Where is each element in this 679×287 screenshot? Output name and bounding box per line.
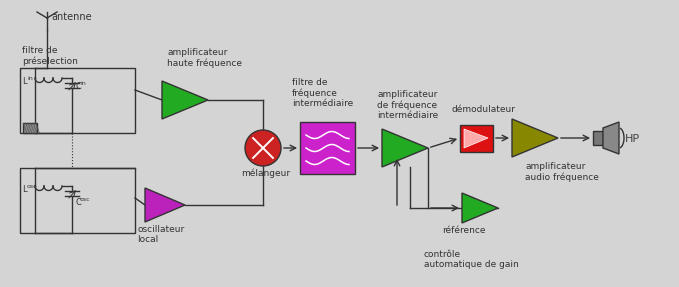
Circle shape: [245, 130, 281, 166]
Text: contrôle
automatique de gain: contrôle automatique de gain: [424, 250, 519, 269]
Text: amplificateur
haute fréquence: amplificateur haute fréquence: [167, 48, 242, 68]
Text: in: in: [80, 81, 86, 86]
Text: oscillateur
local: oscillateur local: [137, 225, 184, 245]
Bar: [23, 123, 37, 133]
Text: osc: osc: [80, 197, 90, 202]
Bar: [300, 122, 355, 174]
Text: filtre de
fréquence
intermédiaire: filtre de fréquence intermédiaire: [292, 78, 353, 108]
Polygon shape: [603, 122, 619, 154]
Text: démodulateur: démodulateur: [452, 105, 516, 114]
Text: osc: osc: [27, 184, 37, 189]
Bar: [20, 68, 135, 133]
Text: filtre de
préselection: filtre de préselection: [22, 46, 78, 66]
Polygon shape: [462, 193, 498, 223]
Polygon shape: [512, 119, 558, 157]
Bar: [593, 131, 603, 145]
Text: mélangeur: mélangeur: [241, 168, 290, 177]
Text: antenne: antenne: [51, 12, 92, 22]
Text: amplificateur
audio fréquence: amplificateur audio fréquence: [525, 162, 599, 182]
Text: C: C: [75, 198, 81, 207]
Polygon shape: [145, 188, 185, 222]
Polygon shape: [162, 81, 208, 119]
Text: amplificateur
de fréquence
intermédiaire: amplificateur de fréquence intermédiaire: [377, 90, 438, 121]
Text: référence: référence: [442, 226, 485, 235]
Bar: [20, 168, 135, 233]
Bar: [460, 125, 493, 152]
Polygon shape: [382, 129, 428, 167]
Text: L: L: [22, 77, 26, 86]
Text: L: L: [22, 185, 26, 194]
Text: C: C: [75, 82, 81, 91]
Text: HP: HP: [625, 134, 640, 144]
Text: in: in: [27, 76, 33, 81]
Polygon shape: [464, 129, 488, 148]
